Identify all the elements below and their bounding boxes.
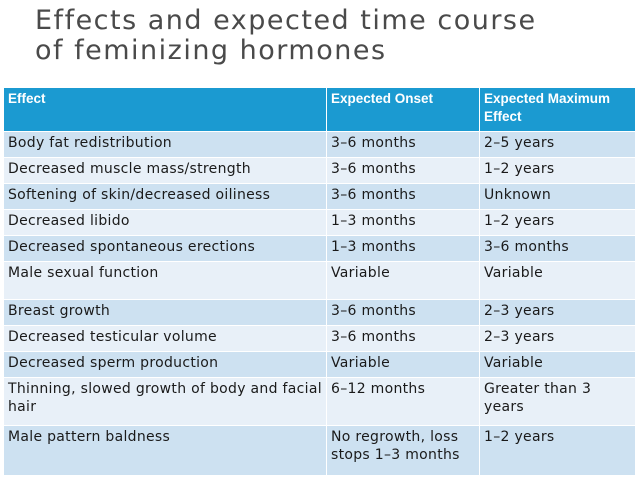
maximum-cell: 3–6 months <box>479 235 636 262</box>
maximum-cell: 1–2 years <box>479 209 636 236</box>
effect-cell: Body fat redistribution <box>3 131 327 158</box>
effect-cell: Decreased sperm production <box>3 351 327 378</box>
table-row: Decreased testicular volume 3–6 months 2… <box>3 325 636 352</box>
onset-cell: 3–6 months <box>326 299 480 326</box>
maximum-cell: Unknown <box>479 183 636 210</box>
effect-cell: Decreased libido <box>3 209 327 236</box>
effect-cell: Male pattern baldness <box>3 425 327 476</box>
onset-cell: 3–6 months <box>326 157 480 184</box>
hormone-effects-table: Effect Expected Onset Expected Maximum E… <box>3 87 636 476</box>
maximum-cell: 2–3 years <box>479 299 636 326</box>
maximum-cell: Variable <box>479 261 636 300</box>
maximum-cell: 2–3 years <box>479 325 636 352</box>
table-row: Decreased muscle mass/strength 3–6 month… <box>3 157 636 184</box>
table-row: Thinning, slowed growth of body and faci… <box>3 377 636 426</box>
table-row: Softening of skin/decreased oiliness 3–6… <box>3 183 636 210</box>
header-effect: Effect <box>3 87 327 132</box>
table-row: Breast growth 3–6 months 2–3 years <box>3 299 636 326</box>
header-expected-onset: Expected Onset <box>326 87 480 132</box>
effect-cell: Male sexual function <box>3 261 327 300</box>
table-row: Male pattern baldness No regrowth, loss … <box>3 425 636 476</box>
slide-title: Effects and expected time course of femi… <box>35 6 615 66</box>
table-header-row: Effect Expected Onset Expected Maximum E… <box>3 87 636 132</box>
onset-cell: 3–6 months <box>326 325 480 352</box>
table-row: Male sexual function Variable Variable <box>3 261 636 300</box>
effect-cell: Decreased muscle mass/strength <box>3 157 327 184</box>
effect-cell: Breast growth <box>3 299 327 326</box>
onset-cell: 3–6 months <box>326 131 480 158</box>
maximum-cell: 1–2 years <box>479 425 636 476</box>
effect-cell: Decreased testicular volume <box>3 325 327 352</box>
header-expected-maximum-effect: Expected Maximum Effect <box>479 87 636 132</box>
onset-cell: 6–12 months <box>326 377 480 426</box>
onset-cell: 3–6 months <box>326 183 480 210</box>
effect-cell: Decreased spontaneous erections <box>3 235 327 262</box>
onset-cell: 1–3 months <box>326 235 480 262</box>
maximum-cell: 2–5 years <box>479 131 636 158</box>
title-line-2: of feminizing hormones <box>35 35 387 66</box>
effect-cell: Thinning, slowed growth of body and faci… <box>3 377 327 426</box>
table-row: Decreased libido 1–3 months 1–2 years <box>3 209 636 236</box>
table-row: Body fat redistribution 3–6 months 2–5 y… <box>3 131 636 158</box>
onset-cell: Variable <box>326 351 480 378</box>
maximum-cell: 1–2 years <box>479 157 636 184</box>
onset-cell: Variable <box>326 261 480 300</box>
maximum-cell: Variable <box>479 351 636 378</box>
title-line-1: Effects and expected time course <box>35 5 537 36</box>
onset-cell: 1–3 months <box>326 209 480 236</box>
effect-cell: Softening of skin/decreased oiliness <box>3 183 327 210</box>
table-row: Decreased sperm production Variable Vari… <box>3 351 636 378</box>
onset-cell: No regrowth, loss stops 1–3 months <box>326 425 480 476</box>
table-row: Decreased spontaneous erections 1–3 mont… <box>3 235 636 262</box>
maximum-cell: Greater than 3 years <box>479 377 636 426</box>
